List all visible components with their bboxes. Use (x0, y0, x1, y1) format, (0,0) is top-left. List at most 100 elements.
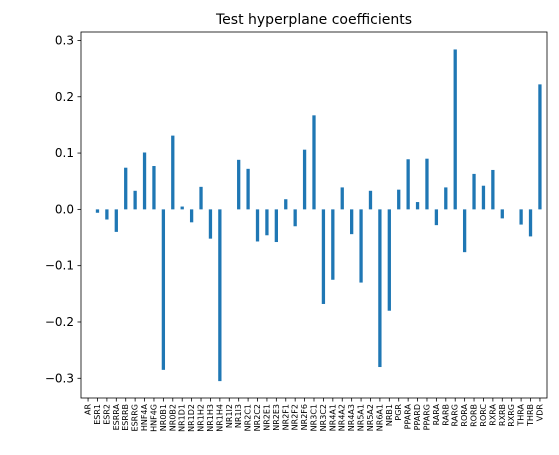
bar-nr0b2 (171, 135, 175, 210)
bar-nr0b1 (161, 209, 166, 370)
x-tick-label: ESRRA (112, 403, 121, 430)
x-tick-label: NR2E1 (262, 404, 271, 431)
bar-esrra (114, 209, 118, 232)
x-tick-label: RARA (432, 403, 441, 425)
x-tick-label: PGR (394, 404, 403, 421)
x-tick-label: NR5A2 (366, 404, 375, 431)
bar-thrb (528, 209, 533, 237)
x-tick-label: VDR (535, 404, 544, 422)
bar-nr1h4 (218, 209, 222, 382)
x-tick-label: NR2C1 (244, 404, 253, 431)
x-tick-label: NR3C1 (310, 404, 319, 431)
bar-nr4a3 (350, 209, 354, 235)
x-tick-label: THRB (526, 404, 535, 427)
x-tick-label: RARG (451, 404, 460, 426)
bar-nr2f2 (293, 209, 297, 227)
y-tick-label: 0.2 (55, 90, 74, 104)
plot-frame (80, 31, 548, 399)
bar-nr5a1 (359, 209, 363, 283)
bar-nr2f1 (284, 199, 288, 210)
x-tick-label: NR2F6 (300, 404, 309, 430)
x-tick-label: NR4A2 (338, 404, 347, 431)
chart-title: Test hyperplane coefficients (215, 12, 412, 28)
x-tick-label: NR6A1 (375, 404, 384, 431)
bar-esrrg (133, 190, 137, 210)
bar-rarb (444, 187, 448, 210)
x-tick-label: RARB (441, 404, 450, 426)
y-tick-label: −0.1 (45, 259, 74, 273)
bar-pparg (425, 158, 429, 210)
bar-rora (462, 209, 467, 253)
bar-esr1 (95, 209, 100, 213)
x-axis: AR ESR1 ESR2 ESRRA ESRRB ESRRG HNF4A HNF4G NR0B1… (84, 398, 544, 432)
x-tick-label: ESRRG (131, 404, 140, 431)
y-tick-label: 0.0 (55, 202, 74, 216)
bar-nr1d2 (189, 209, 194, 223)
bar-esr2 (105, 209, 109, 220)
bar-nr3c2 (321, 209, 326, 304)
x-tick-label: NR5A1 (357, 404, 366, 431)
bar-rorc (481, 185, 486, 210)
x-tick-label: NR4A3 (347, 404, 356, 431)
x-tick-label: ESR2 (102, 404, 111, 425)
x-tick-label: PPARA (404, 403, 413, 429)
x-tick-label: NR1D2 (187, 404, 196, 432)
bar-hnf4g (152, 166, 156, 210)
bar-rara (434, 209, 439, 226)
x-tick-label: RORC (479, 404, 488, 427)
x-tick-label: RORB (470, 404, 479, 427)
x-tick-label: NR0B2 (168, 404, 177, 431)
y-tick-label: −0.3 (45, 371, 74, 385)
x-tick-label: THRA (517, 403, 526, 426)
bar-rarg (453, 49, 457, 210)
x-tick-label: RORA (460, 403, 469, 426)
bar-rorb (472, 173, 476, 210)
x-tick-label: NR4A1 (328, 404, 337, 431)
bar-vdr (538, 84, 542, 210)
bar-nr2e1 (265, 209, 269, 236)
x-tick-label: NR2E3 (272, 404, 281, 431)
y-tick-label: −0.2 (45, 315, 74, 329)
x-tick-label: NR3C2 (319, 404, 328, 431)
x-tick-label: NR0B1 (159, 404, 168, 431)
x-tick-label: NRB1 (385, 404, 394, 426)
bar-ppara (406, 159, 410, 210)
bar-nr2c2 (255, 209, 260, 242)
bar-nr4a2 (340, 187, 344, 210)
x-tick-label: HNF4G (149, 404, 158, 432)
bar-rxra (491, 169, 495, 210)
bar-ppard (415, 202, 420, 210)
bar-nr4a1 (331, 209, 335, 280)
bar-hnf4a (142, 152, 147, 210)
x-tick-label: PPARD (413, 404, 422, 430)
bar-thra (519, 209, 523, 225)
x-tick-label: NR1D1 (178, 404, 187, 432)
x-tick-label: ESRRB (121, 404, 130, 431)
bars-group (95, 49, 542, 382)
bar-rxrb (500, 209, 504, 219)
x-tick-label: NR2C2 (253, 404, 262, 431)
y-tick-label: 0.3 (55, 33, 74, 47)
bar-pgr (397, 189, 401, 210)
bar-nr6a1 (378, 209, 382, 368)
bar-nr5a2 (368, 190, 373, 210)
bar-nr1d1 (180, 206, 184, 210)
bar-nr2c1 (246, 168, 250, 210)
x-tick-label: NR2F1 (281, 404, 290, 430)
x-tick-label: RXRB (498, 404, 507, 426)
x-tick-label: ESR1 (93, 404, 102, 425)
x-tick-label: PPARG (422, 404, 431, 430)
bar-nr3c1 (312, 115, 316, 210)
x-tick-label: AR (84, 404, 93, 415)
x-tick-label: NR2F2 (291, 404, 300, 430)
bar-nrb1 (387, 209, 391, 311)
x-tick-label: NR1I3 (234, 404, 243, 428)
bar-nr1i3 (237, 159, 241, 210)
x-tick-label: RXRG (507, 404, 516, 427)
bar-esrrb (124, 167, 128, 210)
bar-nr2e3 (274, 209, 278, 243)
bar-nr1h2 (199, 186, 203, 210)
bar-nr2f6 (302, 149, 307, 210)
x-tick-label: HNF4A (140, 403, 149, 431)
